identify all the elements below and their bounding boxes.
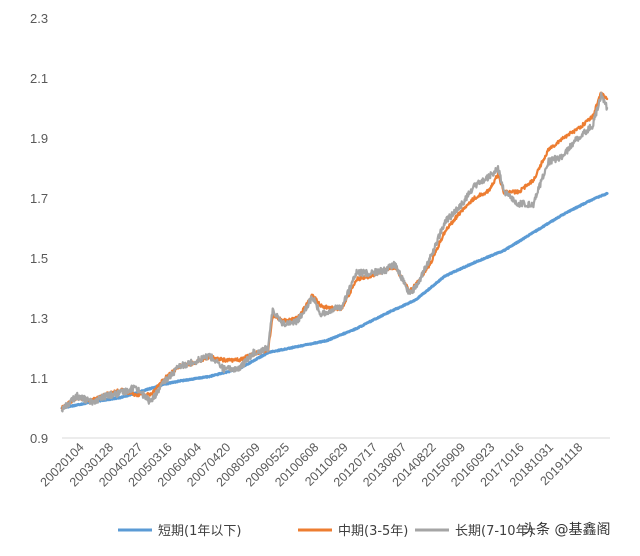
series-layer <box>60 91 609 413</box>
series-line-2 <box>60 91 609 413</box>
x-axis: 2002010420030128200402272005031620060404… <box>38 437 610 489</box>
legend: 短期(1年以下) 中期(3-5年) 长期(7-10年) <box>118 524 534 539</box>
legend-label-0: 短期(1年以下) <box>158 524 241 539</box>
y-tick-label: 2.3 <box>30 11 48 26</box>
y-tick-label: 1.5 <box>30 251 48 266</box>
y-tick-label: 1.1 <box>30 371 48 386</box>
series-line-0 <box>60 191 609 410</box>
y-tick-label: 0.9 <box>30 431 48 446</box>
legend-label-2: 长期(7-10年) <box>455 524 534 539</box>
series-line-1 <box>60 91 609 410</box>
y-tick-label: 1.7 <box>30 191 48 206</box>
y-tick-label: 1.9 <box>30 131 48 146</box>
y-tick-label: 2.1 <box>30 71 48 86</box>
watermark: 头条 @基鑫阁 <box>522 521 610 538</box>
y-tick-label: 1.3 <box>30 311 48 326</box>
legend-label-1: 中期(3-5年) <box>338 524 408 539</box>
y-axis: 0.9 1.1 1.3 1.5 1.7 1.9 2.1 2.3 <box>30 11 48 446</box>
